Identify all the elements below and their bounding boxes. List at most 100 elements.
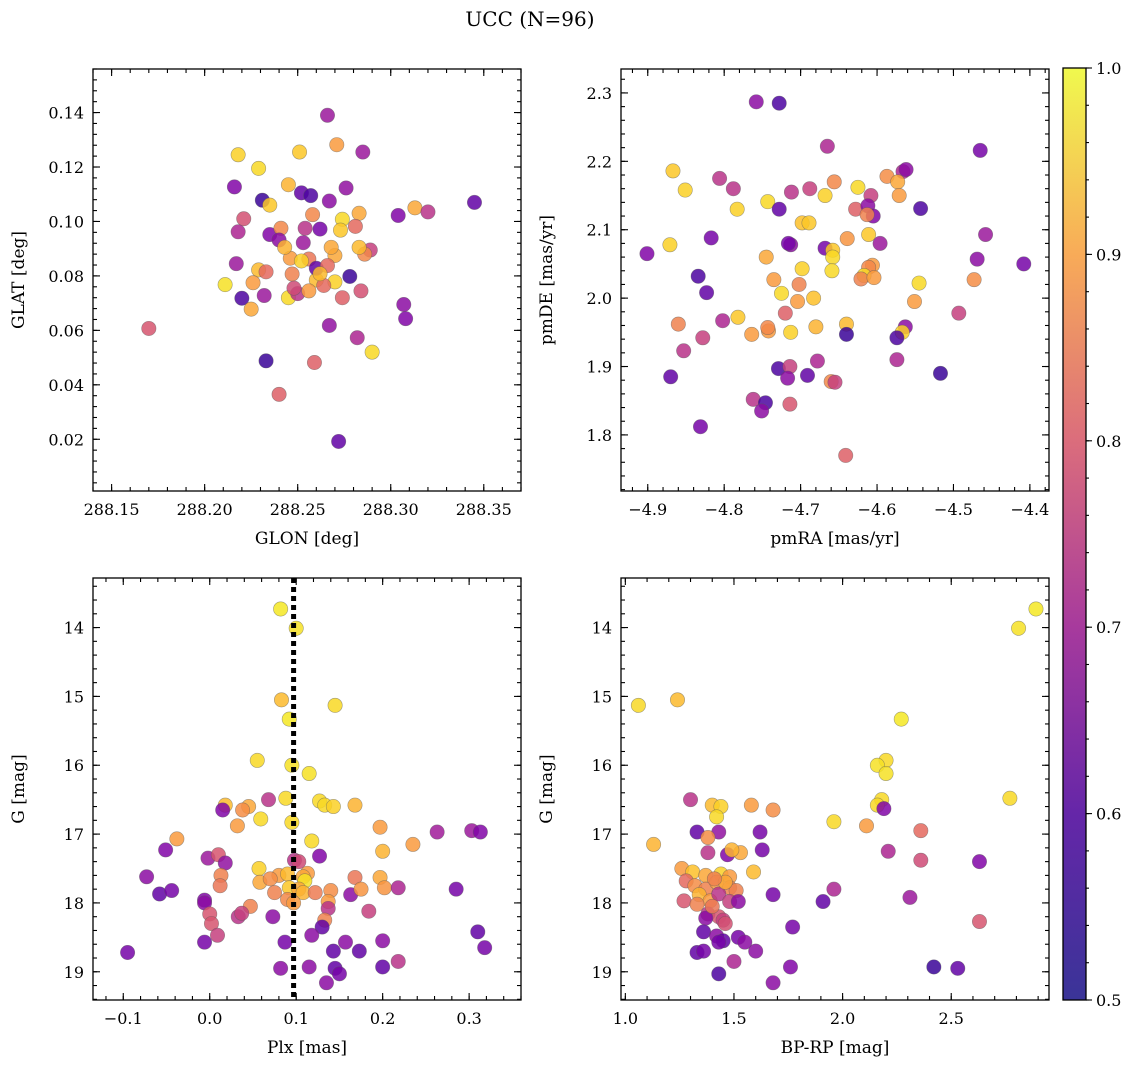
scatter-point — [859, 818, 875, 834]
scatter-point — [780, 370, 796, 386]
scatter-point — [314, 919, 330, 935]
scatter-point — [760, 194, 776, 210]
scatter-point — [334, 290, 350, 306]
scatter-point — [405, 836, 421, 852]
scatter-point — [337, 934, 353, 950]
scatter-point — [277, 239, 293, 255]
y-tick-label: 2.2 — [587, 152, 612, 171]
x-tick-label: 0.3 — [456, 1009, 481, 1028]
scatter-points — [639, 94, 1032, 463]
scatter-points — [141, 107, 482, 449]
y-tick-label: 0.02 — [48, 430, 84, 449]
scatter-point — [872, 235, 888, 251]
scatter-point — [898, 162, 914, 178]
scatter-point — [662, 237, 678, 253]
y-axis-label: G [mag] — [9, 754, 29, 823]
scatter-point — [717, 916, 733, 932]
scatter-point — [815, 894, 831, 910]
scatter-point — [277, 934, 293, 950]
scatter-point — [1016, 256, 1032, 272]
scatter-point — [978, 227, 994, 243]
scatter-point — [889, 330, 905, 346]
scatter-point — [926, 959, 942, 975]
y-tick-label: 0.14 — [48, 104, 84, 123]
scatter-point — [726, 953, 742, 969]
x-tick-label: −4.5 — [934, 500, 973, 519]
scatter-point — [375, 843, 391, 859]
scatter-point — [748, 94, 764, 110]
scatter-point — [306, 354, 322, 370]
scatter-point — [243, 301, 259, 317]
scatter-point — [971, 914, 987, 930]
scatter-point — [663, 369, 679, 385]
scatter-point — [891, 188, 907, 204]
scatter-point — [838, 447, 854, 463]
scatter-point — [273, 692, 289, 708]
x-tick-label: 288.30 — [363, 500, 419, 519]
scatter-point — [826, 881, 842, 897]
y-tick-label: 0.12 — [48, 158, 84, 177]
scatter-point — [913, 823, 929, 839]
scatter-point — [251, 160, 267, 176]
scatter-point — [321, 193, 337, 209]
scatter-point — [677, 182, 693, 198]
scatter-point — [229, 818, 245, 834]
scatter-point — [329, 137, 345, 153]
scatter-point — [802, 181, 818, 197]
scatter-point — [859, 207, 875, 223]
scatter-point — [342, 268, 358, 284]
scatter-point — [690, 268, 706, 284]
scatter-point — [890, 174, 906, 190]
scatter-point — [429, 824, 445, 840]
scatter-point — [972, 142, 988, 158]
scatter-point — [139, 869, 155, 885]
scatter-point — [817, 188, 833, 204]
x-tick-label: −4.6 — [858, 500, 897, 519]
y-tick-label: 2.0 — [587, 289, 612, 308]
y-tick-label: 0.10 — [48, 212, 84, 231]
scatter-point — [217, 277, 233, 293]
figure-title: UCC (N=96) — [465, 7, 594, 31]
scatter-point — [347, 869, 363, 885]
x-tick-label: 1.5 — [721, 1009, 746, 1028]
scatter-point — [711, 886, 727, 902]
scatter-point — [292, 144, 308, 160]
scatter-point — [765, 802, 781, 818]
scatter-point — [725, 181, 741, 197]
scatter-point — [284, 266, 300, 282]
x-tick-label: −4.8 — [705, 500, 744, 519]
scatter-point — [351, 205, 367, 221]
scatter-point — [966, 272, 982, 288]
scatter-point — [692, 419, 708, 435]
scatter-point — [730, 894, 746, 910]
scatter-point — [347, 797, 363, 813]
scatter-point — [301, 766, 317, 782]
scatter-point — [477, 940, 493, 956]
colorbar-tick-label: 0.8 — [1096, 432, 1121, 451]
colorbar-tick-label: 0.6 — [1096, 805, 1121, 824]
y-tick-label: 0.08 — [48, 267, 84, 286]
scatter-point — [169, 831, 185, 847]
y-tick-label: 19 — [64, 963, 84, 982]
y-tick-label: 19 — [592, 963, 612, 982]
scatter-point — [766, 272, 782, 288]
scatter-point — [235, 802, 251, 818]
scatter-point — [748, 943, 764, 959]
scatter-point — [676, 343, 692, 359]
scatter-point — [226, 179, 242, 195]
scatter-point — [262, 197, 278, 213]
scatter-point — [754, 842, 770, 858]
scatter-point — [670, 316, 686, 332]
scatter-point — [262, 871, 278, 887]
scatter-point — [683, 792, 699, 808]
scatter-point — [824, 263, 840, 279]
scatter-point — [349, 330, 365, 346]
scatter-point — [273, 960, 289, 976]
scatter-point — [319, 107, 335, 123]
scatter-point — [318, 975, 334, 991]
scatter-point — [251, 861, 267, 877]
scatter-point — [695, 330, 711, 346]
scatter-point — [902, 889, 918, 905]
colorbar-tick-label: 0.5 — [1096, 991, 1121, 1010]
scatter-point — [332, 222, 348, 238]
